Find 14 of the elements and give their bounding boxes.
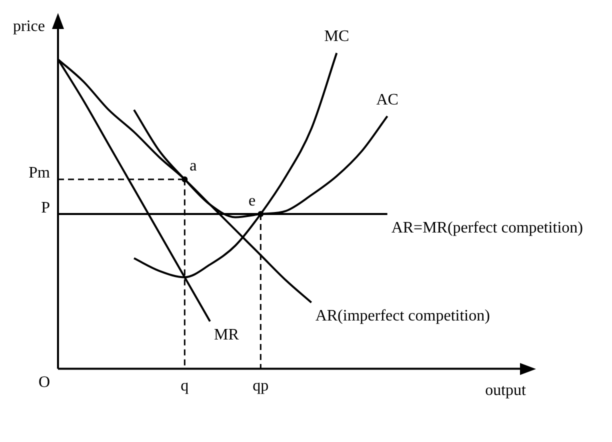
series-label: AR=MR(perfect competition) <box>391 219 583 236</box>
x-tick-label: qp <box>252 378 269 395</box>
series-label: MC <box>324 28 350 46</box>
y-axis-title: price <box>13 18 45 36</box>
x-axis-title: output <box>485 382 527 400</box>
ref-line-label: Pm <box>28 164 51 182</box>
series-label: AC <box>376 91 398 108</box>
text: O <box>38 374 50 392</box>
x-tick-label: q <box>180 378 189 395</box>
annotation: a <box>190 158 197 175</box>
annotation: e <box>248 192 256 210</box>
series-label: AR(imperfect competition) <box>315 308 490 325</box>
ref-line-label: P <box>41 199 50 216</box>
series-label: MR <box>214 326 240 344</box>
